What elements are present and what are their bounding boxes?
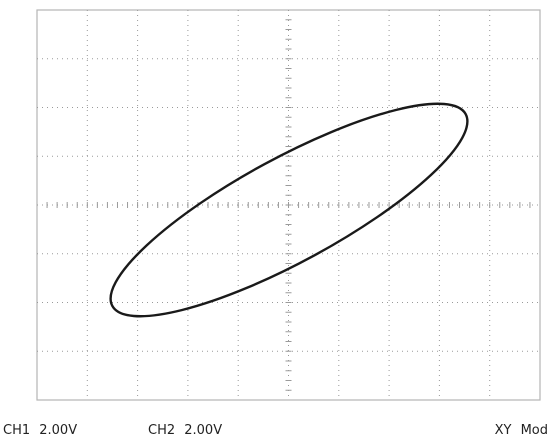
mode-label: XY Mod bbox=[495, 423, 548, 438]
oscilloscope-screen: CH1 2.00V CH2 2.00V XY Mod bbox=[0, 0, 550, 439]
ch1-scale: CH1 2.00V bbox=[3, 423, 77, 438]
page: CH1 2.00V CH2 2.00V XY Mod (() => { cons… bbox=[0, 0, 550, 439]
ch2-scale: CH2 2.00V bbox=[148, 423, 222, 438]
